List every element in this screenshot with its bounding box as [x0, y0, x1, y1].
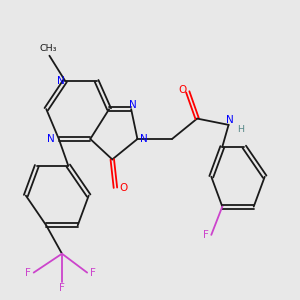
- Text: F: F: [25, 268, 31, 278]
- Text: N: N: [226, 116, 234, 125]
- Text: F: F: [59, 283, 65, 293]
- Text: O: O: [178, 85, 186, 95]
- Text: N: N: [140, 134, 148, 144]
- Text: F: F: [90, 268, 96, 278]
- Text: O: O: [119, 183, 128, 193]
- Text: N: N: [129, 100, 136, 110]
- Text: H: H: [237, 125, 244, 134]
- Text: F: F: [203, 230, 208, 240]
- Text: N: N: [47, 134, 55, 144]
- Text: CH₃: CH₃: [39, 44, 57, 53]
- Text: N: N: [58, 76, 65, 86]
